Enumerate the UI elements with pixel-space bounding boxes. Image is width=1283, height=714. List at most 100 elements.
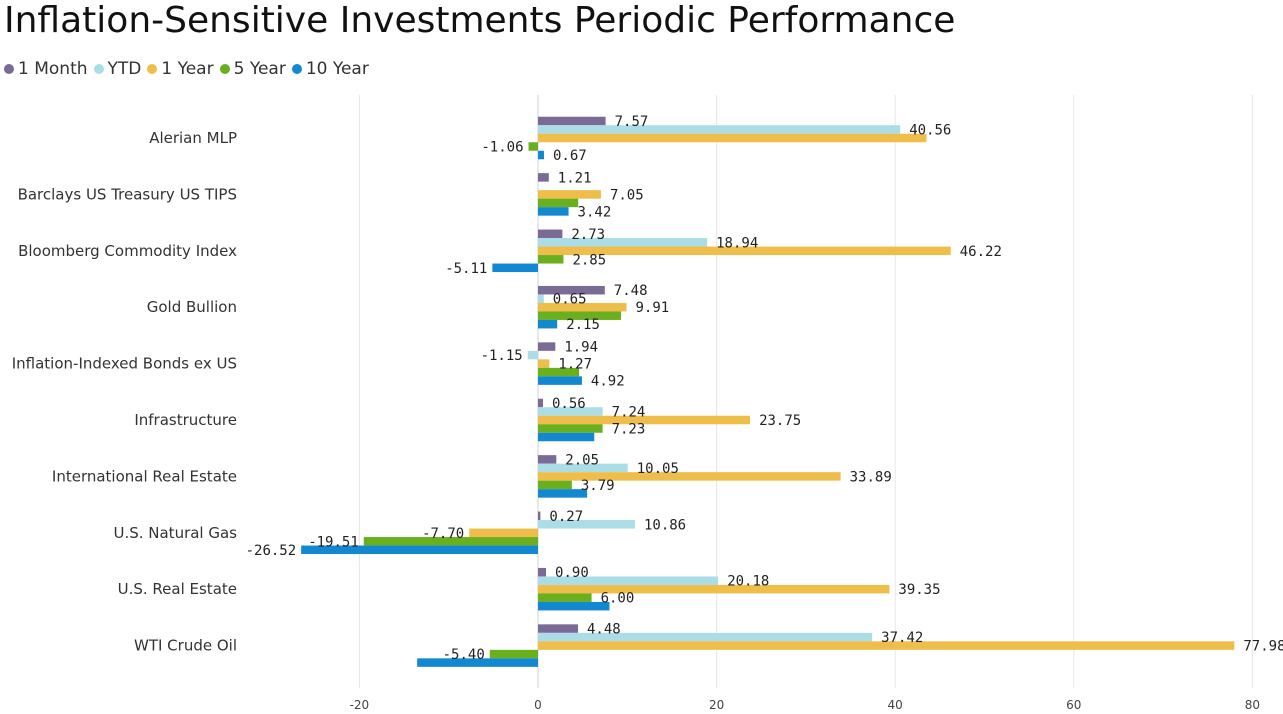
bar[interactable] (528, 142, 538, 151)
category-label: U.S. Natural Gas (113, 524, 237, 542)
bar[interactable] (538, 207, 569, 216)
bar[interactable] (538, 190, 601, 199)
data-label: 40.56 (909, 123, 951, 139)
bar[interactable] (538, 489, 588, 498)
data-label: 2.05 (565, 452, 599, 468)
data-label: 3.79 (581, 478, 615, 494)
bar[interactable] (538, 255, 564, 264)
bar[interactable] (538, 246, 951, 256)
legend-label: YTD (107, 59, 142, 79)
x-tick-label: -20 (350, 698, 370, 712)
category-label: Alerian MLP (149, 129, 237, 147)
bar[interactable] (538, 319, 558, 329)
category-label: Barclays US Treasury US TIPS (18, 185, 237, 203)
bar[interactable] (538, 359, 550, 368)
bar[interactable] (538, 198, 579, 208)
bar[interactable] (538, 311, 622, 320)
data-label: 3.42 (578, 204, 612, 220)
category-label: International Real Estate (52, 467, 237, 485)
bar[interactable] (538, 367, 580, 377)
bar[interactable] (538, 415, 751, 425)
bar[interactable] (538, 624, 579, 633)
data-label: 6.00 (601, 591, 635, 607)
data-label: -1.15 (481, 348, 523, 364)
bar[interactable] (538, 584, 890, 594)
legend-label: 10 Year (305, 59, 369, 79)
data-label: 23.75 (759, 413, 801, 429)
data-label: -26.52 (246, 543, 297, 559)
bar[interactable] (538, 567, 547, 577)
category-label: U.S. Real Estate (118, 580, 237, 598)
bar[interactable] (538, 601, 610, 611)
data-label: 18.94 (716, 235, 758, 251)
data-label: 2.73 (571, 227, 605, 243)
category-label: Inflation-Indexed Bonds ex US (12, 355, 237, 373)
bar[interactable] (363, 537, 538, 546)
bar[interactable] (538, 641, 1235, 650)
bar[interactable] (538, 238, 708, 247)
x-tick-label: 20 (709, 698, 724, 712)
bar[interactable] (538, 229, 563, 239)
data-label: 77.98 (1243, 639, 1283, 655)
bar[interactable] (538, 294, 544, 303)
bar[interactable] (538, 424, 603, 433)
bar[interactable] (538, 125, 901, 134)
data-label: 9.91 (635, 300, 669, 316)
bar[interactable] (538, 150, 544, 160)
data-label: -1.06 (481, 140, 523, 156)
x-tick-label: 80 (1245, 698, 1260, 712)
legend-item[interactable]: 5 Year (219, 59, 286, 79)
legend-dot-icon (93, 64, 104, 74)
legend-item[interactable]: 1 Year (147, 59, 214, 79)
bar[interactable] (538, 398, 544, 408)
data-label: 1.94 (564, 340, 598, 356)
data-label: 0.27 (549, 509, 583, 525)
bar[interactable] (527, 350, 538, 360)
bar[interactable] (538, 342, 556, 351)
data-label: 7.23 (612, 422, 646, 438)
legend-dot-icon (147, 64, 158, 74)
data-label: 46.22 (960, 244, 1002, 260)
legend-item[interactable]: YTD (93, 59, 142, 79)
bar[interactable] (301, 545, 538, 555)
category-label: Gold Bullion (147, 298, 237, 316)
bar[interactable] (538, 480, 572, 490)
bar[interactable] (538, 302, 627, 312)
bar[interactable] (538, 632, 873, 642)
legend-label: 1 Month (18, 59, 88, 79)
bar[interactable] (489, 649, 538, 659)
bar[interactable] (469, 528, 538, 538)
x-tick-label: 60 (1066, 698, 1081, 712)
bar[interactable] (538, 593, 592, 602)
category-label: Infrastructure (134, 411, 237, 429)
bar[interactable] (538, 407, 603, 416)
data-label: 0.56 (552, 396, 586, 412)
data-label: 10.05 (637, 461, 679, 477)
bar[interactable] (538, 173, 549, 182)
bar[interactable] (538, 133, 927, 143)
data-label: -5.11 (445, 261, 487, 277)
bar[interactable] (492, 263, 538, 273)
bar[interactable] (538, 576, 719, 585)
bar[interactable] (538, 520, 635, 529)
category-label: Bloomberg Commodity Index (18, 242, 237, 260)
data-label: -5.40 (443, 647, 485, 663)
data-label: 39.35 (898, 582, 940, 598)
bar[interactable] (538, 285, 605, 295)
legend-dot-icon (4, 64, 14, 74)
bar[interactable] (538, 511, 541, 521)
bar[interactable] (538, 376, 582, 385)
bar[interactable] (538, 472, 841, 481)
data-label: 0.90 (555, 565, 589, 581)
x-tick-label: 40 (888, 698, 903, 712)
x-tick-label: 0 (534, 698, 542, 712)
bar[interactable] (538, 432, 595, 442)
legend-label: 5 Year (233, 59, 286, 79)
legend-item[interactable]: 1 Month (4, 59, 88, 79)
bar[interactable] (538, 463, 628, 473)
bar[interactable] (538, 455, 557, 464)
bar[interactable] (538, 116, 606, 126)
bar[interactable] (417, 658, 538, 667)
legend-item[interactable]: 10 Year (291, 59, 369, 79)
